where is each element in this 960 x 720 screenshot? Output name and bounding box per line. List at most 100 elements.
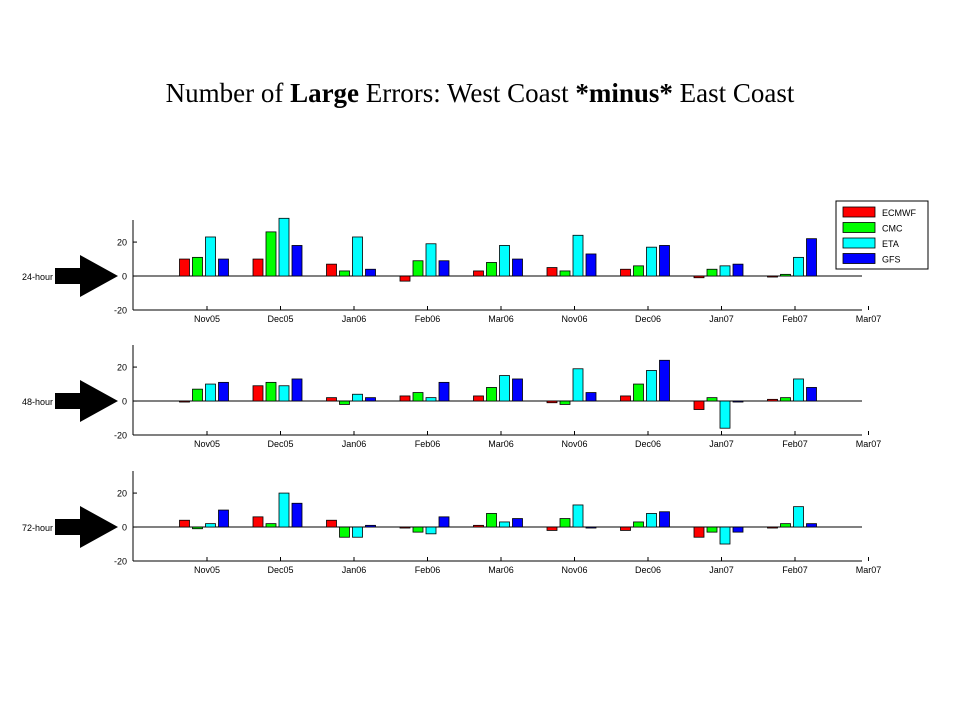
x-tick-label: Feb06 [415, 565, 441, 575]
legend-swatch-eta [842, 237, 876, 249]
bar-ecmwf-dec06 [620, 395, 631, 402]
bar-cmc-jan06 [339, 400, 350, 405]
bar-gfs-dec05 [291, 378, 303, 402]
x-tick-label: Nov05 [194, 314, 220, 324]
bar-ecmwf-nov05 [179, 258, 190, 277]
bar-ecmwf-jan06 [326, 397, 337, 402]
row-label: 72-hour [22, 523, 53, 533]
x-tick-label: Dec05 [267, 565, 293, 575]
bar-cmc-feb07 [780, 523, 791, 528]
bar-eta-mar06 [499, 521, 510, 528]
bar-eta-nov05 [205, 236, 216, 277]
bar-eta-dec05 [278, 217, 290, 277]
bar-gfs-feb07 [806, 387, 817, 402]
bar-cmc-dec05 [265, 231, 277, 277]
x-tick-label: Dec06 [635, 314, 661, 324]
bar-ecmwf-jan06 [326, 519, 337, 528]
bar-cmc-dec06 [633, 521, 644, 528]
bar-cmc-jan07 [706, 526, 718, 533]
bar-eta-dec06 [646, 513, 657, 528]
bar-gfs-dec06 [659, 359, 670, 402]
bar-cmc-nov05 [192, 388, 203, 402]
bar-eta-mar06 [499, 375, 510, 402]
y-tick-label: 0 [122, 397, 127, 407]
bar-eta-feb06 [425, 526, 437, 535]
bar-gfs-mar06 [512, 258, 523, 277]
bar-gfs-feb07 [806, 238, 817, 277]
bar-cmc-nov05 [192, 256, 203, 277]
bar-eta-nov06 [572, 504, 584, 528]
bar-ecmwf-mar06 [473, 270, 484, 277]
bar-ecmwf-feb06 [399, 275, 411, 282]
bar-cmc-nov06 [559, 400, 571, 405]
arrow-icon [55, 380, 118, 423]
legend: ECMWF CMC ETA GFS [835, 200, 929, 270]
x-tick-label: Mar07 [856, 314, 882, 324]
x-tick-label: Jan07 [709, 565, 734, 575]
bar-eta-feb06 [425, 397, 437, 402]
title-part2: Errors: West Coast [359, 78, 576, 108]
bar-ecmwf-dec06 [620, 268, 631, 277]
bar-eta-feb06 [425, 243, 437, 277]
legend-swatch-ecmwf [842, 206, 876, 218]
bar-gfs-nov05 [218, 509, 229, 528]
bar-cmc-jan06 [339, 526, 350, 538]
bar-gfs-jan06 [365, 268, 376, 277]
bar-cmc-dec06 [633, 265, 644, 277]
x-tick-label: Nov06 [561, 565, 587, 575]
bar-gfs-feb07 [806, 523, 817, 528]
x-tick-label: Dec05 [267, 314, 293, 324]
x-tick-label: Dec06 [635, 439, 661, 449]
title-bold2: *minus* [575, 78, 673, 108]
bar-gfs-mar06 [512, 378, 523, 402]
chart-panel-2: -20 0 20 Nov05 Dec05 Jan06 Feb06 Mar06 Nov06 Dec0… [22, 345, 881, 449]
bar-gfs-nov06 [585, 526, 597, 529]
bar-eta-jan07 [719, 400, 731, 429]
y-tick-label: 20 [117, 238, 127, 248]
bar-eta-feb07 [793, 506, 804, 528]
x-tick-label: Mar07 [856, 565, 882, 575]
bar-gfs-nov06 [585, 253, 597, 277]
bar-eta-nov06 [572, 368, 584, 402]
y-tick-label: 0 [122, 272, 127, 282]
bar-ecmwf-feb06 [399, 526, 411, 529]
x-tick-label: Jan06 [342, 565, 367, 575]
bar-ecmwf-feb06 [399, 395, 411, 402]
bar-cmc-dec05 [265, 523, 277, 528]
bar-gfs-nov05 [218, 258, 229, 277]
x-tick-label: Feb07 [782, 439, 808, 449]
legend-label-cmc: CMC [882, 224, 903, 234]
bar-cmc-mar06 [486, 262, 497, 277]
x-tick-label: Mar06 [488, 314, 514, 324]
bar-eta-jan06 [352, 393, 363, 402]
x-tick-label: Jan06 [342, 314, 367, 324]
bar-eta-dec06 [646, 246, 657, 277]
bar-ecmwf-mar06 [473, 524, 484, 528]
y-tick-label: -20 [114, 557, 127, 567]
row-label: 24-hour [22, 272, 53, 282]
bar-ecmwf-dec06 [620, 526, 631, 531]
bar-ecmwf-nov06 [546, 400, 558, 404]
x-tick-label: Feb06 [415, 314, 441, 324]
arrow-icon [55, 255, 118, 298]
bar-ecmwf-dec05 [252, 385, 264, 402]
x-tick-label: Jan07 [709, 439, 734, 449]
bar-eta-jan06 [352, 236, 363, 277]
bar-eta-nov05 [205, 523, 216, 528]
x-tick-label: Feb07 [782, 565, 808, 575]
x-tick-label: Jan07 [709, 314, 734, 324]
bar-gfs-jan07 [732, 400, 744, 403]
bar-ecmwf-mar06 [473, 395, 484, 402]
bar-cmc-mar06 [486, 387, 497, 402]
bar-eta-mar06 [499, 245, 510, 277]
bar-gfs-dec06 [659, 245, 670, 277]
x-tick-label: Nov06 [561, 439, 587, 449]
x-tick-label: Mar06 [488, 439, 514, 449]
bar-cmc-nov06 [559, 518, 571, 528]
bar-eta-feb07 [793, 256, 804, 277]
legend-label-ecmwf: ECMWF [882, 208, 916, 218]
bar-eta-nov05 [205, 383, 216, 402]
bar-ecmwf-jan07 [693, 275, 705, 279]
bar-ecmwf-nov05 [179, 519, 190, 528]
